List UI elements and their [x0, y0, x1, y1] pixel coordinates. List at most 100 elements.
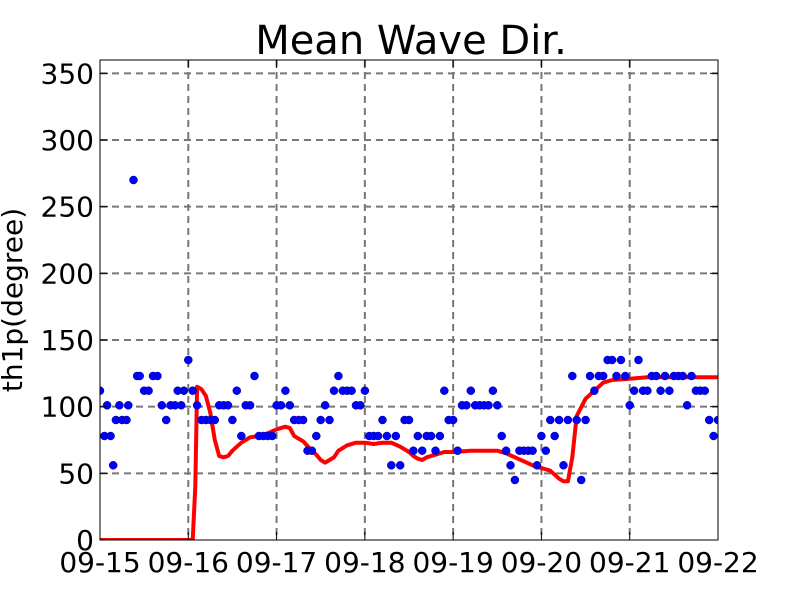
x-tick-label: 09-20	[501, 546, 582, 579]
x-tick-label: 09-21	[589, 546, 670, 579]
data-point	[144, 386, 153, 395]
data-point	[347, 386, 356, 395]
data-point	[625, 401, 634, 410]
plot-frame	[99, 59, 719, 541]
data-point	[576, 475, 586, 485]
data-point	[395, 461, 405, 470]
data-point	[232, 386, 242, 395]
data-point	[546, 415, 555, 425]
y-tick-label: 150	[41, 324, 94, 357]
data-point	[122, 415, 131, 425]
data-point	[501, 446, 511, 455]
data-point	[462, 401, 471, 410]
data-point	[572, 415, 581, 425]
data-point	[590, 386, 599, 395]
data-point	[298, 415, 308, 425]
data-point	[176, 401, 186, 410]
data-point	[102, 401, 112, 410]
y-tick-label: 200	[41, 257, 94, 290]
data-point	[656, 386, 665, 395]
data-point	[184, 355, 193, 365]
data-point	[124, 401, 133, 410]
data-point	[634, 355, 643, 365]
data-point	[568, 371, 577, 381]
data-point	[713, 415, 718, 425]
data-point	[161, 415, 171, 425]
data-point	[188, 386, 197, 395]
data-point	[426, 431, 436, 441]
data-point	[550, 431, 559, 441]
x-tick-label: 09-16	[148, 546, 229, 579]
data-point	[135, 371, 144, 381]
data-point	[510, 475, 520, 485]
data-point	[493, 401, 502, 410]
data-point	[453, 446, 462, 455]
data-point	[404, 415, 414, 425]
data-point	[157, 401, 167, 410]
x-axis-ticks: 09-15 09-16 09-17 09-18 09-19 09-20 09-21 09-22	[59, 60, 759, 579]
chart-title: Mean Wave Dir.	[255, 18, 567, 64]
data-point	[153, 371, 162, 381]
data-point	[682, 401, 692, 410]
data-point	[612, 371, 621, 381]
data-point	[506, 461, 515, 470]
data-point	[285, 401, 295, 410]
data-point	[559, 461, 568, 470]
data-point	[267, 431, 277, 441]
data-point	[581, 415, 590, 425]
x-tick-label: 09-18	[324, 546, 405, 579]
data-point	[391, 431, 401, 441]
grid-lines	[100, 60, 718, 540]
y-tick-label: 50	[58, 457, 94, 490]
y-tick-label: 100	[41, 391, 94, 424]
data-point	[431, 446, 440, 455]
data-point	[115, 401, 124, 410]
data-point	[378, 415, 387, 425]
data-point	[629, 386, 639, 395]
data-point	[488, 386, 498, 395]
y-axis-ticks: 0 50 100 150 200 250 300 350	[41, 57, 718, 557]
data-point	[440, 386, 449, 395]
data-point	[651, 371, 661, 381]
data-point	[497, 431, 506, 441]
data-point	[607, 355, 617, 365]
data-point	[528, 446, 537, 455]
data-point	[192, 401, 202, 410]
data-point	[665, 386, 674, 395]
data-point	[223, 401, 233, 410]
series-points-group	[100, 175, 718, 485]
data-point	[598, 371, 608, 381]
data-point	[382, 431, 392, 441]
data-point	[210, 415, 220, 425]
data-point	[281, 386, 290, 395]
data-point	[360, 386, 370, 395]
data-point	[700, 386, 710, 395]
data-point	[228, 415, 237, 425]
data-point	[687, 371, 696, 381]
data-point	[250, 371, 259, 381]
data-point	[616, 355, 626, 365]
data-point	[563, 415, 573, 425]
data-point	[678, 371, 687, 381]
data-point	[484, 401, 493, 410]
y-tick-label: 0	[76, 524, 94, 557]
data-point	[276, 401, 286, 410]
data-point	[537, 431, 546, 441]
x-tick-label: 09-22	[677, 546, 758, 579]
y-axis-label: th1p(degree)	[0, 208, 29, 392]
data-point	[329, 386, 339, 395]
data-point	[334, 371, 343, 381]
data-point	[709, 431, 718, 441]
data-point	[585, 371, 595, 381]
x-tick-label: 09-17	[236, 546, 317, 579]
y-tick-label: 250	[41, 191, 94, 224]
data-point	[320, 401, 330, 410]
data-point	[100, 386, 105, 395]
data-point	[417, 446, 427, 455]
data-point	[312, 431, 321, 441]
data-point	[466, 386, 476, 395]
data-point	[554, 415, 564, 425]
data-point	[356, 401, 365, 410]
y-tick-label: 350	[41, 57, 94, 90]
